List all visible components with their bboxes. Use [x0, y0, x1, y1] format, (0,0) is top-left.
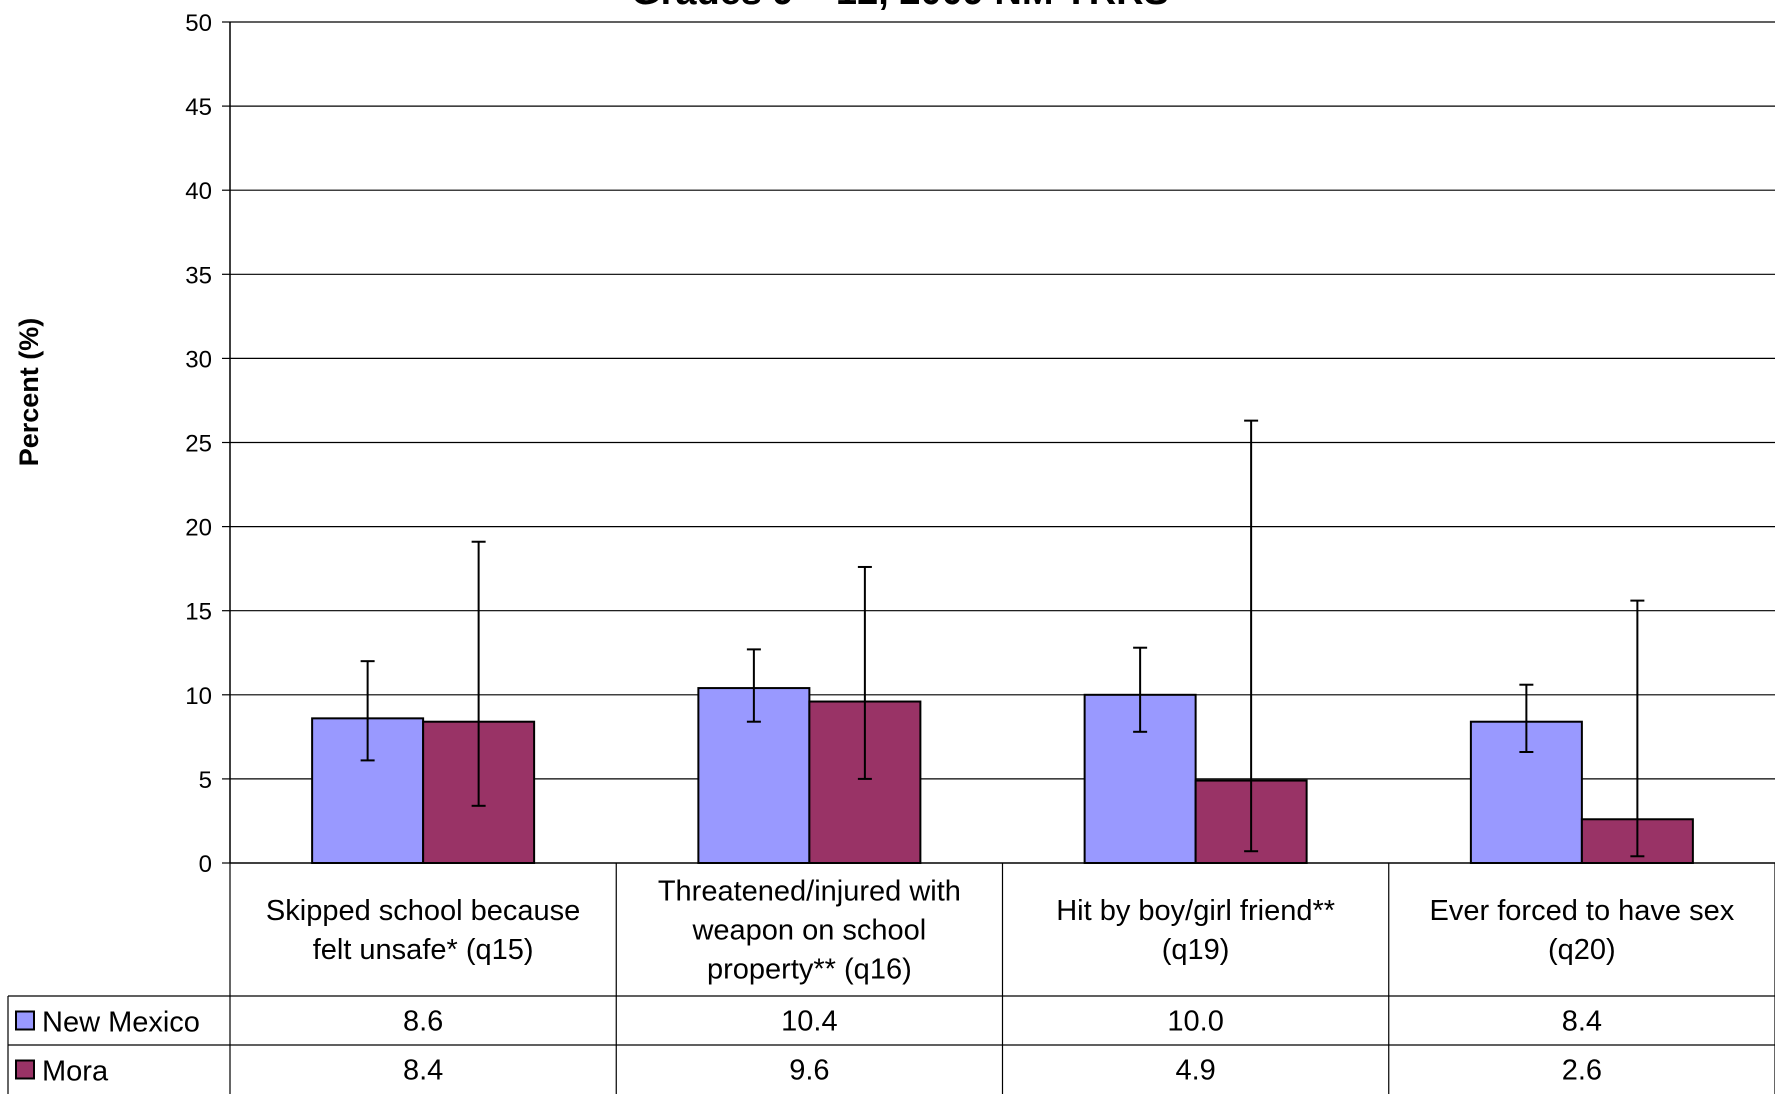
category-label: Hit by boy/girl friend**: [1056, 895, 1335, 927]
y-tick-label: 30: [185, 346, 212, 373]
category-label: Threatened/injured with: [658, 876, 961, 908]
y-tick-label: 50: [185, 10, 212, 37]
table-value: 10.4: [781, 1006, 837, 1038]
category-label: property** (q16): [707, 954, 912, 986]
category-label: felt unsafe* (q15): [313, 934, 534, 966]
y-tick-label: 45: [185, 94, 212, 121]
legend-label: Mora: [42, 1056, 109, 1088]
category-label: weapon on school: [691, 915, 926, 947]
gridlines: [230, 21, 1775, 780]
bars: [311, 687, 1694, 865]
table-value: 8.4: [1562, 1006, 1602, 1038]
table-value: 2.6: [1562, 1055, 1602, 1087]
error-bars: [360, 419, 1645, 858]
legend-key-mora: [15, 1059, 35, 1080]
category-label: Ever forced to have sex: [1430, 895, 1735, 927]
y-tick-label: 5: [199, 767, 212, 794]
y-tick-label: 20: [185, 515, 212, 542]
chart-title: Grades 9 – 12, 2009 NM YRRS: [631, 0, 1169, 13]
legend-label: New Mexico: [42, 1007, 200, 1039]
table-value: 9.6: [789, 1055, 829, 1087]
table-value: 10.0: [1167, 1006, 1223, 1038]
y-tick-label: 25: [185, 431, 212, 458]
category-label: (q20): [1548, 934, 1616, 966]
y-tick-label: 15: [185, 599, 212, 626]
category-label: (q19): [1162, 934, 1230, 966]
table-value: 4.9: [1175, 1055, 1215, 1087]
y-tick-label: 10: [185, 683, 212, 710]
y-tick-label: 35: [185, 262, 212, 289]
y-tick-label: 40: [185, 178, 212, 205]
table-value: 8.6: [403, 1006, 443, 1038]
table-value: 8.4: [403, 1055, 443, 1087]
category-label: Skipped school because: [266, 895, 580, 927]
data-table: Skipped school because felt unsafe* (q15)…: [7, 863, 1775, 1094]
y-tick-label: 0: [199, 851, 212, 878]
axes: 0 5 10 15 20 25 30 35 40 45 50: [185, 10, 1775, 878]
y-axis-label: Percent (%): [14, 318, 44, 467]
legend-key-new-mexico: [15, 1010, 35, 1031]
